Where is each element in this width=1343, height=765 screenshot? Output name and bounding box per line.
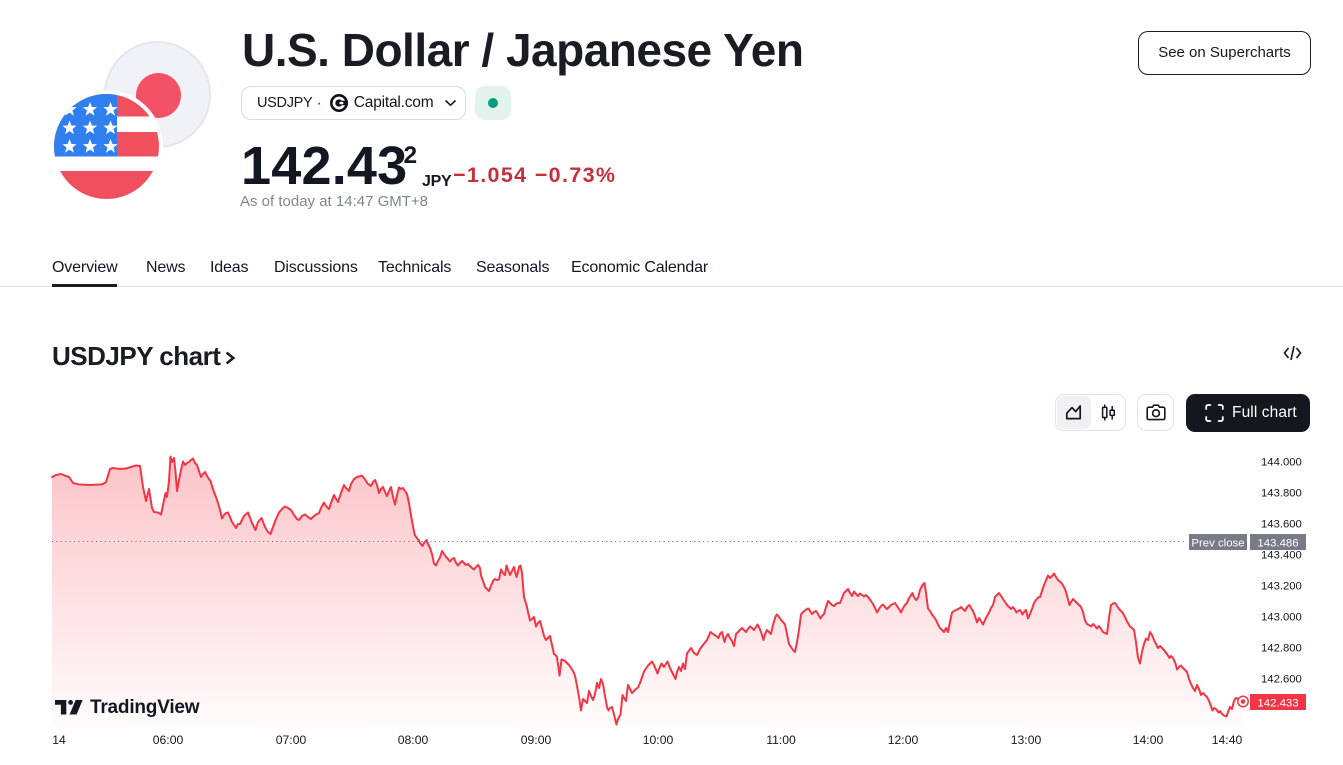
svg-text:08:00: 08:00: [398, 733, 429, 747]
svg-text:14: 14: [52, 733, 66, 747]
svg-text:13:00: 13:00: [1011, 733, 1042, 747]
svg-text:143.400: 143.400: [1261, 550, 1302, 562]
svg-text:10:00: 10:00: [643, 733, 674, 747]
svg-text:142.800: 142.800: [1261, 643, 1302, 655]
svg-text:Prev close: Prev close: [1191, 538, 1244, 550]
svg-text:09:00: 09:00: [521, 733, 552, 747]
svg-text:142.600: 142.600: [1261, 674, 1302, 686]
svg-text:14:00: 14:00: [1133, 733, 1164, 747]
svg-text:07:00: 07:00: [276, 733, 307, 747]
svg-text:143.800: 143.800: [1261, 488, 1302, 500]
svg-text:142.433: 142.433: [1257, 698, 1298, 710]
svg-text:143.000: 143.000: [1261, 612, 1302, 624]
svg-text:143.486: 143.486: [1257, 538, 1298, 550]
svg-text:144.000: 144.000: [1261, 457, 1302, 469]
svg-text:06:00: 06:00: [153, 733, 184, 747]
svg-text:12:00: 12:00: [888, 733, 919, 747]
svg-text:143.200: 143.200: [1261, 581, 1302, 593]
svg-text:11:00: 11:00: [766, 733, 796, 747]
svg-text:14:40: 14:40: [1212, 733, 1243, 747]
svg-text:143.600: 143.600: [1261, 519, 1302, 531]
